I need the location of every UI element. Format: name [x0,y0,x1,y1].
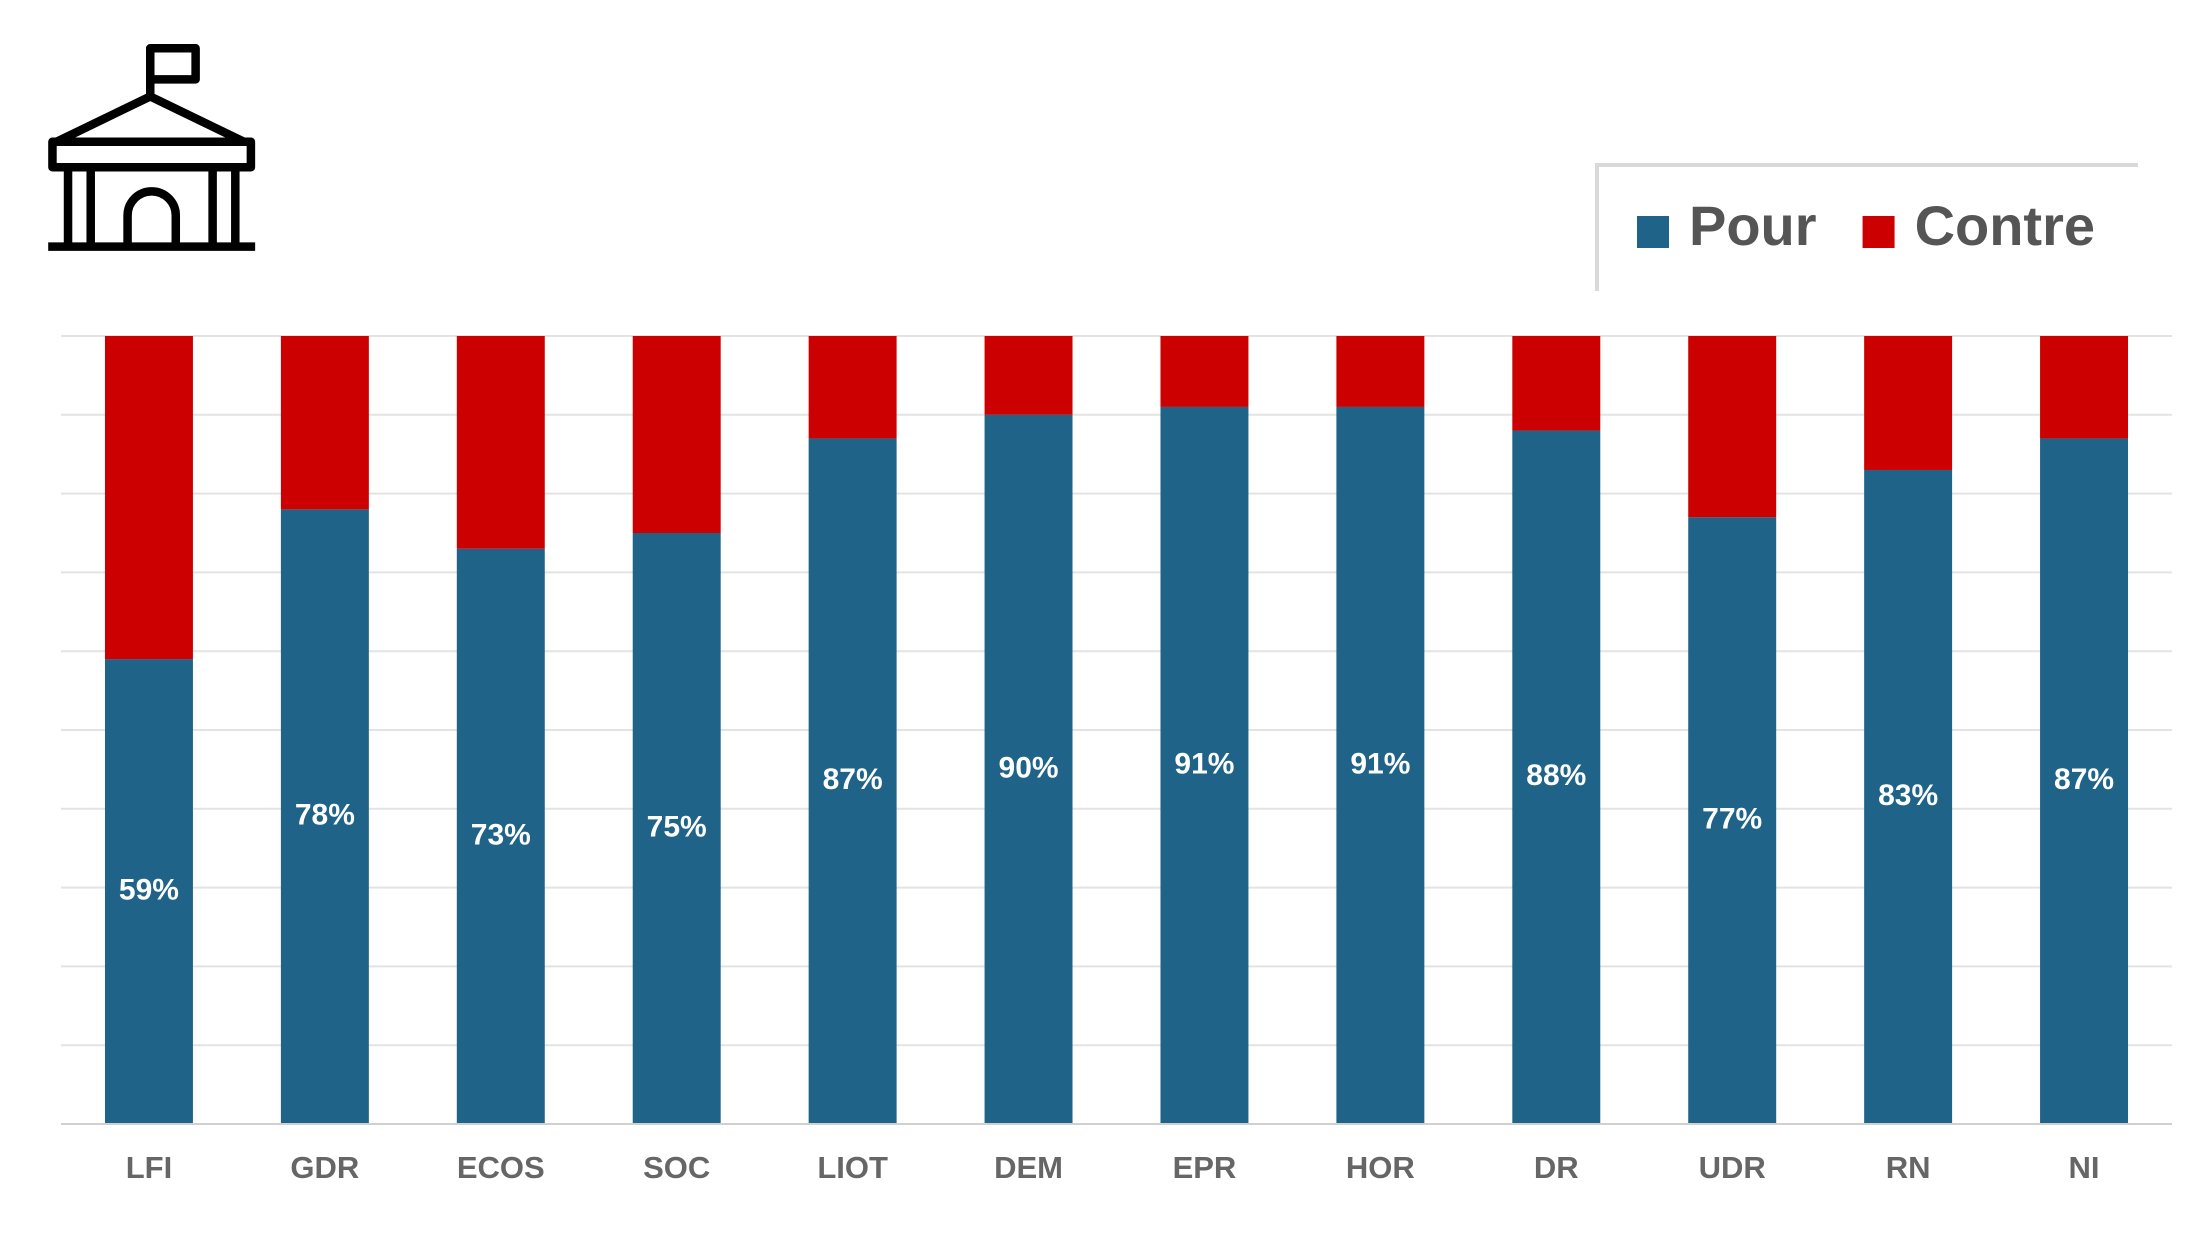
bar-segment [2040,336,2129,439]
value-label: 77% [1702,803,1762,836]
bar-segment [632,533,721,1124]
bar-segment [1864,336,1953,470]
bar-segment [1512,430,1601,1124]
bar-segment [1688,517,1777,1124]
bar-segment [1336,336,1425,407]
legend-swatch [1862,216,1895,248]
value-label: 59% [119,873,179,906]
x-tick-label: RN [1886,1150,1931,1185]
bar-segment [1160,406,1249,1124]
bar-segment [632,336,721,533]
legend-swatch [1637,216,1669,248]
x-tick-label: DEM [994,1150,1063,1185]
x-tick-label: EPR [1173,1150,1237,1185]
value-label: 87% [2054,763,2114,796]
bar-segment [984,414,1073,1124]
bar-segment [280,509,369,1124]
bar-segment [1864,469,1953,1125]
x-tick-label: LIOT [817,1150,888,1185]
bar-segment [104,336,193,660]
bar-segment [1160,336,1249,407]
x-tick-label: UDR [1699,1150,1766,1185]
bar-segment [984,336,1073,415]
legend-label: Contre [1915,194,2095,257]
value-label: 91% [1174,747,1234,780]
x-tick-label: LFI [126,1150,173,1185]
x-tick-label: ECOS [457,1150,545,1185]
bar-segment [456,336,545,549]
parliament-icon [48,43,256,251]
value-label: 73% [471,818,531,851]
value-label: 91% [1350,747,1410,780]
bar-segment [1688,336,1777,518]
legend: Pour Contre [1595,163,2138,291]
legend-frame [1595,163,2138,291]
bar-segment [808,336,897,439]
legend-label: Pour [1689,194,1817,257]
value-label: 75% [647,810,707,843]
x-tick-label: GDR [290,1150,359,1185]
bar-segment [1336,406,1425,1124]
x-tick-label: HOR [1346,1150,1415,1185]
value-label: 87% [823,763,883,796]
bar-segment [104,659,193,1124]
x-tick-label: NI [2069,1150,2100,1185]
value-label: 88% [1526,759,1586,792]
x-tick-label: SOC [643,1150,710,1185]
x-tick-label: DR [1534,1150,1579,1185]
bar-segment [808,438,897,1124]
bar-segment [280,336,369,510]
bar-segment [2040,438,2129,1124]
bar-segment [456,548,545,1124]
value-label: 83% [1878,779,1938,812]
value-label: 90% [999,751,1059,784]
value-label: 78% [295,799,355,832]
bar-segment [1512,336,1601,431]
